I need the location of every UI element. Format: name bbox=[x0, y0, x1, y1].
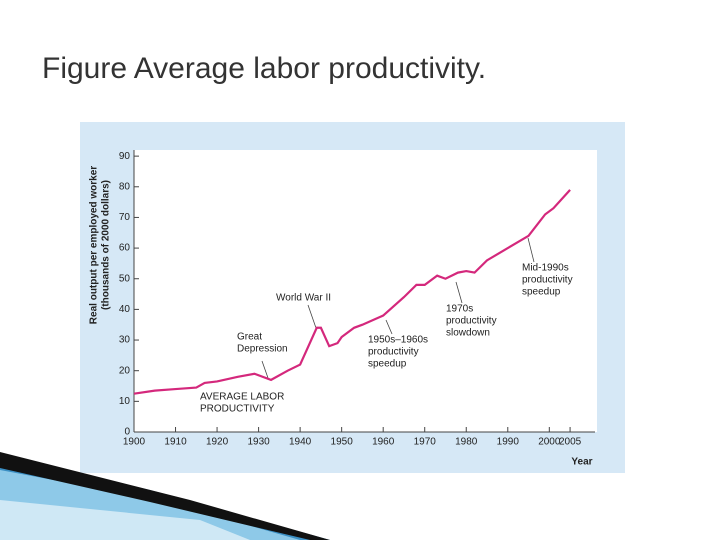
x-tick-label: 2005 bbox=[559, 437, 582, 448]
x-tick-label: 1930 bbox=[247, 437, 270, 448]
annotation: 1950s–1960s bbox=[368, 335, 428, 346]
y-axis-label: (thousands of 2000 dollars) bbox=[101, 180, 112, 310]
data-line bbox=[133, 189, 571, 395]
x-tick-label: 1960 bbox=[372, 437, 395, 448]
y-tick-label: 40 bbox=[119, 304, 131, 315]
slide-title: Figure Average labor productivity. bbox=[42, 52, 486, 85]
annotation: productivity bbox=[522, 275, 573, 286]
leader-lines bbox=[261, 237, 535, 379]
y-tick-label: 60 bbox=[119, 243, 131, 254]
x-tick-label: 1970 bbox=[414, 437, 437, 448]
y-axis-label: Real output per employed worker bbox=[89, 166, 100, 324]
annotation: Great bbox=[237, 332, 262, 343]
x-tick-label: 1900 bbox=[123, 437, 146, 448]
plot-area bbox=[134, 150, 597, 432]
y-tick-label: 20 bbox=[119, 365, 131, 376]
annotation: slowdown bbox=[446, 328, 490, 339]
annotation: World War II bbox=[276, 293, 331, 304]
annotation: AVERAGE LABOR bbox=[200, 392, 284, 403]
y-tick-label: 90 bbox=[119, 151, 131, 162]
annotation: productivity bbox=[446, 316, 497, 327]
annotation: productivity bbox=[368, 347, 419, 358]
annotation: 1970s bbox=[446, 304, 473, 315]
annotation: speedup bbox=[522, 287, 561, 298]
x-tick-label: 1910 bbox=[164, 437, 187, 448]
x-tick-label: 1920 bbox=[206, 437, 229, 448]
y-tick-label: 0 bbox=[124, 427, 130, 438]
x-tick-label: 2000 bbox=[538, 437, 561, 448]
x-tick-label: 1950 bbox=[331, 437, 354, 448]
x-tick-label: 1980 bbox=[455, 437, 478, 448]
annotation: speedup bbox=[368, 359, 407, 370]
x-axis-label: Year bbox=[571, 457, 592, 468]
y-tick-label: 50 bbox=[119, 273, 131, 284]
y-tick-label: 10 bbox=[119, 396, 131, 407]
y-tick-label: 80 bbox=[119, 181, 131, 192]
x-tick-label: 1940 bbox=[289, 437, 312, 448]
annotation: PRODUCTIVITY bbox=[200, 404, 275, 415]
annotation: Mid-1990s bbox=[522, 263, 569, 274]
x-tick-label: 1990 bbox=[497, 437, 520, 448]
decoration bbox=[0, 452, 330, 540]
annotation: Depression bbox=[237, 344, 288, 355]
y-tick-label: 30 bbox=[119, 335, 131, 346]
y-tick-label: 70 bbox=[119, 212, 131, 223]
